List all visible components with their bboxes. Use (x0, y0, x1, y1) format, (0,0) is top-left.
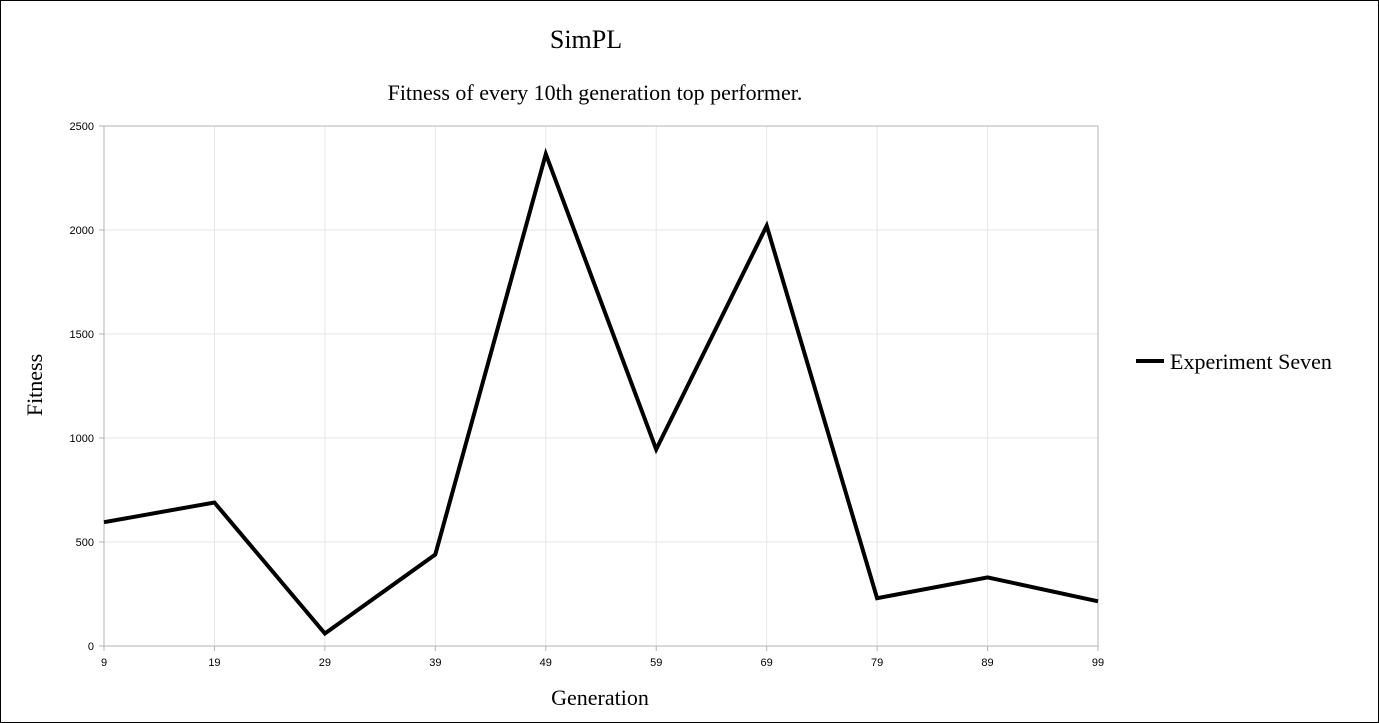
y-tick-label: 500 (76, 537, 94, 549)
y-axis-title: Fitness (22, 354, 47, 416)
x-tick-label: 39 (429, 657, 441, 669)
y-axis-ticks: 0 500 1000 1500 2000 2500 (70, 121, 104, 653)
x-axis-title: Generation (551, 685, 649, 710)
plot-area-border (103, 125, 1099, 647)
chart-title: SimPL (550, 25, 622, 54)
y-tick-label: 0 (88, 641, 94, 653)
x-tick-label: 89 (981, 657, 993, 669)
x-tick-label: 49 (540, 657, 552, 669)
legend-label: Experiment Seven (1170, 349, 1332, 374)
gridlines (103, 125, 1099, 647)
y-tick-label: 2500 (70, 121, 94, 133)
y-tick-label: 1500 (70, 329, 94, 341)
x-tick-label: 79 (871, 657, 883, 669)
x-axis-ticks: 9 19 29 39 49 59 69 79 89 99 (101, 646, 1104, 669)
x-tick-label: 99 (1092, 657, 1104, 669)
chart-subtitle: Fitness of every 10th generation top per… (388, 80, 803, 105)
x-tick-label: 29 (319, 657, 331, 669)
y-tick-label: 2000 (70, 225, 94, 237)
x-tick-label: 9 (101, 657, 107, 669)
x-tick-label: 59 (650, 657, 662, 669)
legend: Experiment Seven (1136, 349, 1332, 374)
x-tick-label: 69 (761, 657, 773, 669)
y-tick-label: 1000 (70, 433, 94, 445)
series-line-experiment-seven (103, 147, 1099, 637)
series-layer (103, 147, 1099, 637)
x-tick-label: 19 (208, 657, 220, 669)
